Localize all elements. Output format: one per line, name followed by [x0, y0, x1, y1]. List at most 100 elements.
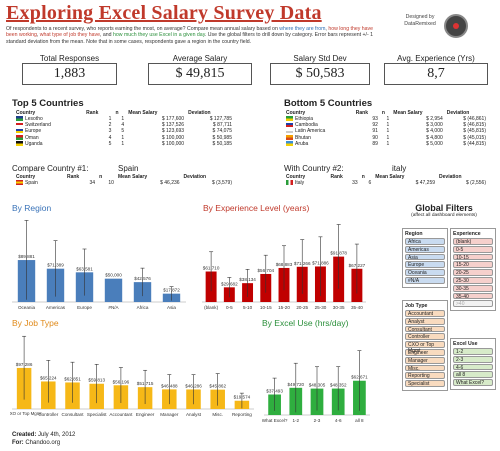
data-label: $91,878 — [330, 251, 347, 256]
data-label: $19,574 — [234, 395, 251, 400]
tick-label: 30-35 — [333, 305, 345, 310]
data-label: $56,704 — [257, 268, 274, 273]
data-label: $29,682 — [221, 281, 238, 286]
data-label: $50,000 — [105, 273, 122, 278]
tick-label: Oceania — [18, 305, 36, 310]
slicer-item-experience[interactable]: 0-5 — [453, 245, 493, 253]
slicer-item-experience[interactable]: (blank) — [453, 238, 493, 245]
tick-label: 15-20 — [278, 305, 290, 310]
data-label: $42,576 — [134, 276, 151, 281]
tick-label: all 8 — [355, 418, 364, 423]
exceluse-chart: $37,493 What Excel? $49,720 1-2 $48,305 2-3 $4… — [262, 350, 370, 423]
tick-label: 20-25 — [296, 305, 308, 310]
slicer-item-jobtype[interactable]: Accountant — [405, 310, 445, 317]
kpi-avg-experience: Avg. Experience (Yrs) 8,7 — [384, 54, 488, 85]
slicer-item-jobtype[interactable]: Reporting — [405, 372, 445, 379]
kpi-value: $ 49,815 — [148, 63, 252, 85]
tick-label: Controller — [38, 412, 58, 417]
table-row: Lesotho 1 1 $ 177,600 $ 127,785 — [14, 116, 234, 122]
bar — [104, 278, 123, 302]
slicer-item-jobtype[interactable]: Analyst — [405, 317, 445, 325]
slicer-item-region[interactable]: Americas — [405, 245, 445, 253]
slicer-item-jobtype[interactable]: Misc. — [405, 364, 445, 372]
slicer-item-region[interactable]: Europe — [405, 261, 445, 268]
data-label: $61,710 — [203, 266, 220, 271]
slicer-item-experience[interactable]: >40 — [453, 300, 493, 307]
data-label: $48,305 — [309, 383, 326, 388]
slicer-item-region[interactable]: Africa — [405, 238, 445, 245]
flag-icon — [286, 180, 293, 185]
flag-icon — [16, 122, 23, 128]
slicer-item-jobtype[interactable]: Engineer — [405, 348, 445, 356]
slicer-item-experience[interactable]: 15-20 — [453, 261, 493, 268]
flag-icon — [286, 135, 293, 140]
data-label: $17,872 — [163, 288, 180, 293]
exceluse-slicer: Excel Use 1-2 2-3 4-6 all 8 What Excel? — [450, 338, 496, 390]
flag-icon — [286, 122, 293, 128]
slicer-item-region[interactable]: Asia — [405, 253, 445, 261]
tick-label: Analyst — [186, 412, 202, 417]
tick-label: 1-2 — [292, 418, 299, 423]
data-label: $38,134 — [239, 277, 256, 282]
data-label: $67,227 — [349, 263, 366, 268]
jobtype-slicer: Job Type Accountant Analyst Consultant Cont… — [402, 300, 448, 391]
slicer-item-exceluse[interactable]: 4-6 — [453, 363, 493, 371]
compare1-select[interactable]: Spain — [118, 164, 139, 173]
compare2-select[interactable]: italy — [392, 164, 407, 173]
tick-label: Consultant — [62, 412, 85, 417]
flag-icon — [16, 180, 23, 185]
experience-chart: $61,710 (blank) $29,682 0-5 $38,134 5-10 $56,7… — [202, 224, 366, 310]
data-label: $37,493 — [266, 389, 283, 394]
compare2-label: With Country #2: — [284, 164, 344, 173]
slicer-item-region[interactable]: Oceania — [405, 269, 445, 276]
slicer-item-exceluse[interactable]: What Excel? — [453, 379, 493, 386]
table-row: Uganda 5 1 $ 100,000 $ 50,185 — [14, 141, 234, 147]
kpi-value: 8,7 — [384, 63, 488, 85]
table-row: Ethiopia 93 1 $ 2,954 $ (46,861) — [284, 116, 488, 122]
slicer-item-region[interactable]: #N/A — [405, 276, 445, 284]
table-row: Oman 4 1 $ 100,000 $ 50,985 — [14, 135, 234, 141]
slicer-item-experience[interactable]: 25-30 — [453, 276, 493, 284]
tick-label: Manager — [160, 412, 179, 417]
top5-title: Top 5 Countries — [12, 98, 84, 109]
table-row: Italy 33 6 $ 47,259 $ (2,556) — [284, 180, 488, 186]
data-label: $51,715 — [137, 381, 154, 386]
slicer-item-exceluse[interactable]: 1-2 — [453, 348, 493, 355]
footer-created: Created: July 4th, 2012 — [12, 432, 76, 438]
jobtype-chart: $97,286 CXO or Top Mgmt $65,224 Controller $… — [10, 335, 254, 417]
tick-label: #N/A — [108, 305, 119, 310]
slicer-item-experience[interactable]: 20-25 — [453, 269, 493, 276]
data-label: $71,886 — [312, 260, 329, 265]
slicer-item-experience[interactable]: 10-15 — [453, 253, 493, 261]
data-label: $46,488 — [161, 383, 178, 388]
tick-label: Engineer — [136, 412, 155, 417]
kpi-total-responses: Total Responses 1,883 — [22, 54, 117, 85]
tick-label: CXO or Top Mgmt — [10, 411, 42, 416]
data-label: $68,883 — [276, 262, 293, 267]
tick-label: 0-5 — [226, 305, 233, 310]
slicer-item-jobtype[interactable]: Controller — [405, 333, 445, 340]
tick-label: 25-30 — [315, 305, 327, 310]
data-label: $71,266 — [294, 261, 311, 266]
slicer-item-experience[interactable]: 30-35 — [453, 284, 493, 292]
slicer-item-experience[interactable]: 35-40 — [453, 292, 493, 300]
data-label: $65,224 — [40, 375, 57, 380]
slicer-item-exceluse[interactable]: 2-3 — [453, 355, 493, 363]
flag-icon — [16, 135, 23, 140]
tick-label: What Excel? — [262, 418, 288, 423]
kpi-average-salary: Average Salary $ 49,815 — [148, 54, 252, 85]
slicer-item-exceluse[interactable]: all 8 — [453, 371, 493, 378]
data-label: $89,881 — [18, 254, 35, 259]
slicer-item-jobtype[interactable]: Consultant — [405, 325, 445, 333]
compare2-table: Country Rank n Mean Salary Deviation Italy 3… — [284, 174, 488, 186]
footer-for: For: Chandoo.org — [12, 440, 61, 446]
kpi-value: $ 50,583 — [270, 63, 370, 85]
tick-label: 5-10 — [243, 305, 253, 310]
tick-label: Asia — [167, 305, 176, 310]
slicer-item-jobtype[interactable]: Manager — [405, 356, 445, 364]
slicer-item-jobtype[interactable]: Specialist — [405, 380, 445, 387]
slicer-item-jobtype[interactable]: CXO or Top Mgmt — [405, 341, 445, 354]
designed-by: Designed by DataRemixed — [404, 14, 436, 27]
global-filters-header: Global Filters (affect all dashboard ele… — [411, 203, 477, 218]
table-row: Latin America 91 1 $ 4,000 $ (45,815) — [284, 128, 488, 134]
